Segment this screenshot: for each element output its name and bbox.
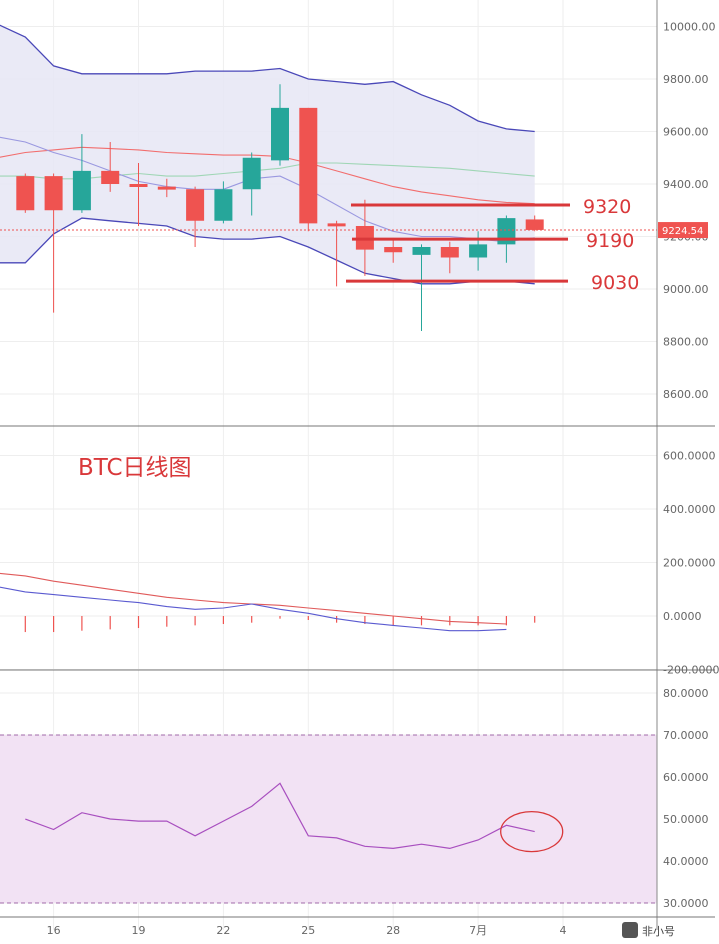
bollinger-lower-line <box>0 217 535 285</box>
rsi-y-tick-label: 70.0000 <box>663 729 709 742</box>
x-tick-label: 16 <box>47 924 61 937</box>
chart-title: BTC日线图 <box>78 455 192 481</box>
current-price-badge <box>658 222 708 239</box>
rsi-y-tick-label: 50.0000 <box>663 813 709 826</box>
candle-body <box>101 170 120 184</box>
bollinger-upper-line <box>0 24 535 133</box>
candle-body <box>129 184 148 187</box>
y-tick-label: 8800.00 <box>663 336 709 349</box>
x-tick-label: 28 <box>386 924 400 937</box>
moving-average-line-1 <box>0 146 535 205</box>
candle-body <box>271 107 289 161</box>
y-tick-label: 10000.00 <box>663 21 716 34</box>
rsi-y-tick-label: 80.0000 <box>663 687 709 700</box>
candle-body <box>157 186 176 190</box>
x-tick-label: 25 <box>301 924 315 937</box>
candle-body <box>327 223 346 227</box>
rsi-y-tick-label: 30.0000 <box>663 897 709 910</box>
macd-y-tick-label: 400.0000 <box>663 503 716 516</box>
candle-body <box>384 247 403 253</box>
current-price-label: 9224.54 <box>662 226 703 237</box>
x-tick-label: 22 <box>216 924 230 937</box>
x-tick-label: 19 <box>132 924 146 937</box>
candle-body <box>16 176 35 211</box>
rsi-y-tick-label: 60.0000 <box>663 771 709 784</box>
candle-body <box>72 170 91 211</box>
watermark-text: 非小号 <box>642 925 675 938</box>
rsi-y-tick-label: 40.0000 <box>663 855 709 868</box>
y-tick-label: 9400.00 <box>663 178 709 191</box>
macd-panel <box>0 572 536 633</box>
x-tick-label: 7月 <box>469 924 487 937</box>
price-panel: 9320 9190 9030 <box>0 24 657 331</box>
candle-body <box>299 107 318 224</box>
watermark: 非小号 <box>622 922 675 938</box>
candle-body <box>525 219 544 230</box>
candle-body <box>469 244 488 258</box>
level-label-9030: 9030 <box>591 272 639 294</box>
x-tick-label: 4 <box>560 924 567 937</box>
bollinger-band-fill <box>0 25 535 284</box>
macd-y-tick-label: -200.0000 <box>663 664 719 677</box>
candle-body <box>44 176 63 211</box>
candle-body <box>186 189 205 221</box>
macd-y-tick-label: 0.0000 <box>663 610 702 623</box>
rsi-highlight-circle <box>500 810 564 853</box>
y-tick-label: 9800.00 <box>663 73 709 86</box>
candle-body <box>242 157 261 190</box>
candle-body <box>214 189 233 221</box>
macd-y-tick-label: 600.0000 <box>663 450 716 463</box>
level-label-9190: 9190 <box>586 230 634 252</box>
y-tick-label: 8600.00 <box>663 388 709 401</box>
y-tick-label: 9600.00 <box>663 126 709 139</box>
candle-body <box>440 247 459 258</box>
macd-line <box>0 586 507 632</box>
moving-average-line-3 <box>0 136 535 243</box>
y-tick-label: 9000.00 <box>663 283 709 296</box>
macd-y-tick-label: 200.0000 <box>663 557 716 570</box>
rsi-band-fill <box>0 735 657 903</box>
candle-body <box>412 247 431 255</box>
rsi-line <box>25 782 535 850</box>
rsi-panel <box>0 734 657 904</box>
level-label-9320: 9320 <box>583 196 631 218</box>
